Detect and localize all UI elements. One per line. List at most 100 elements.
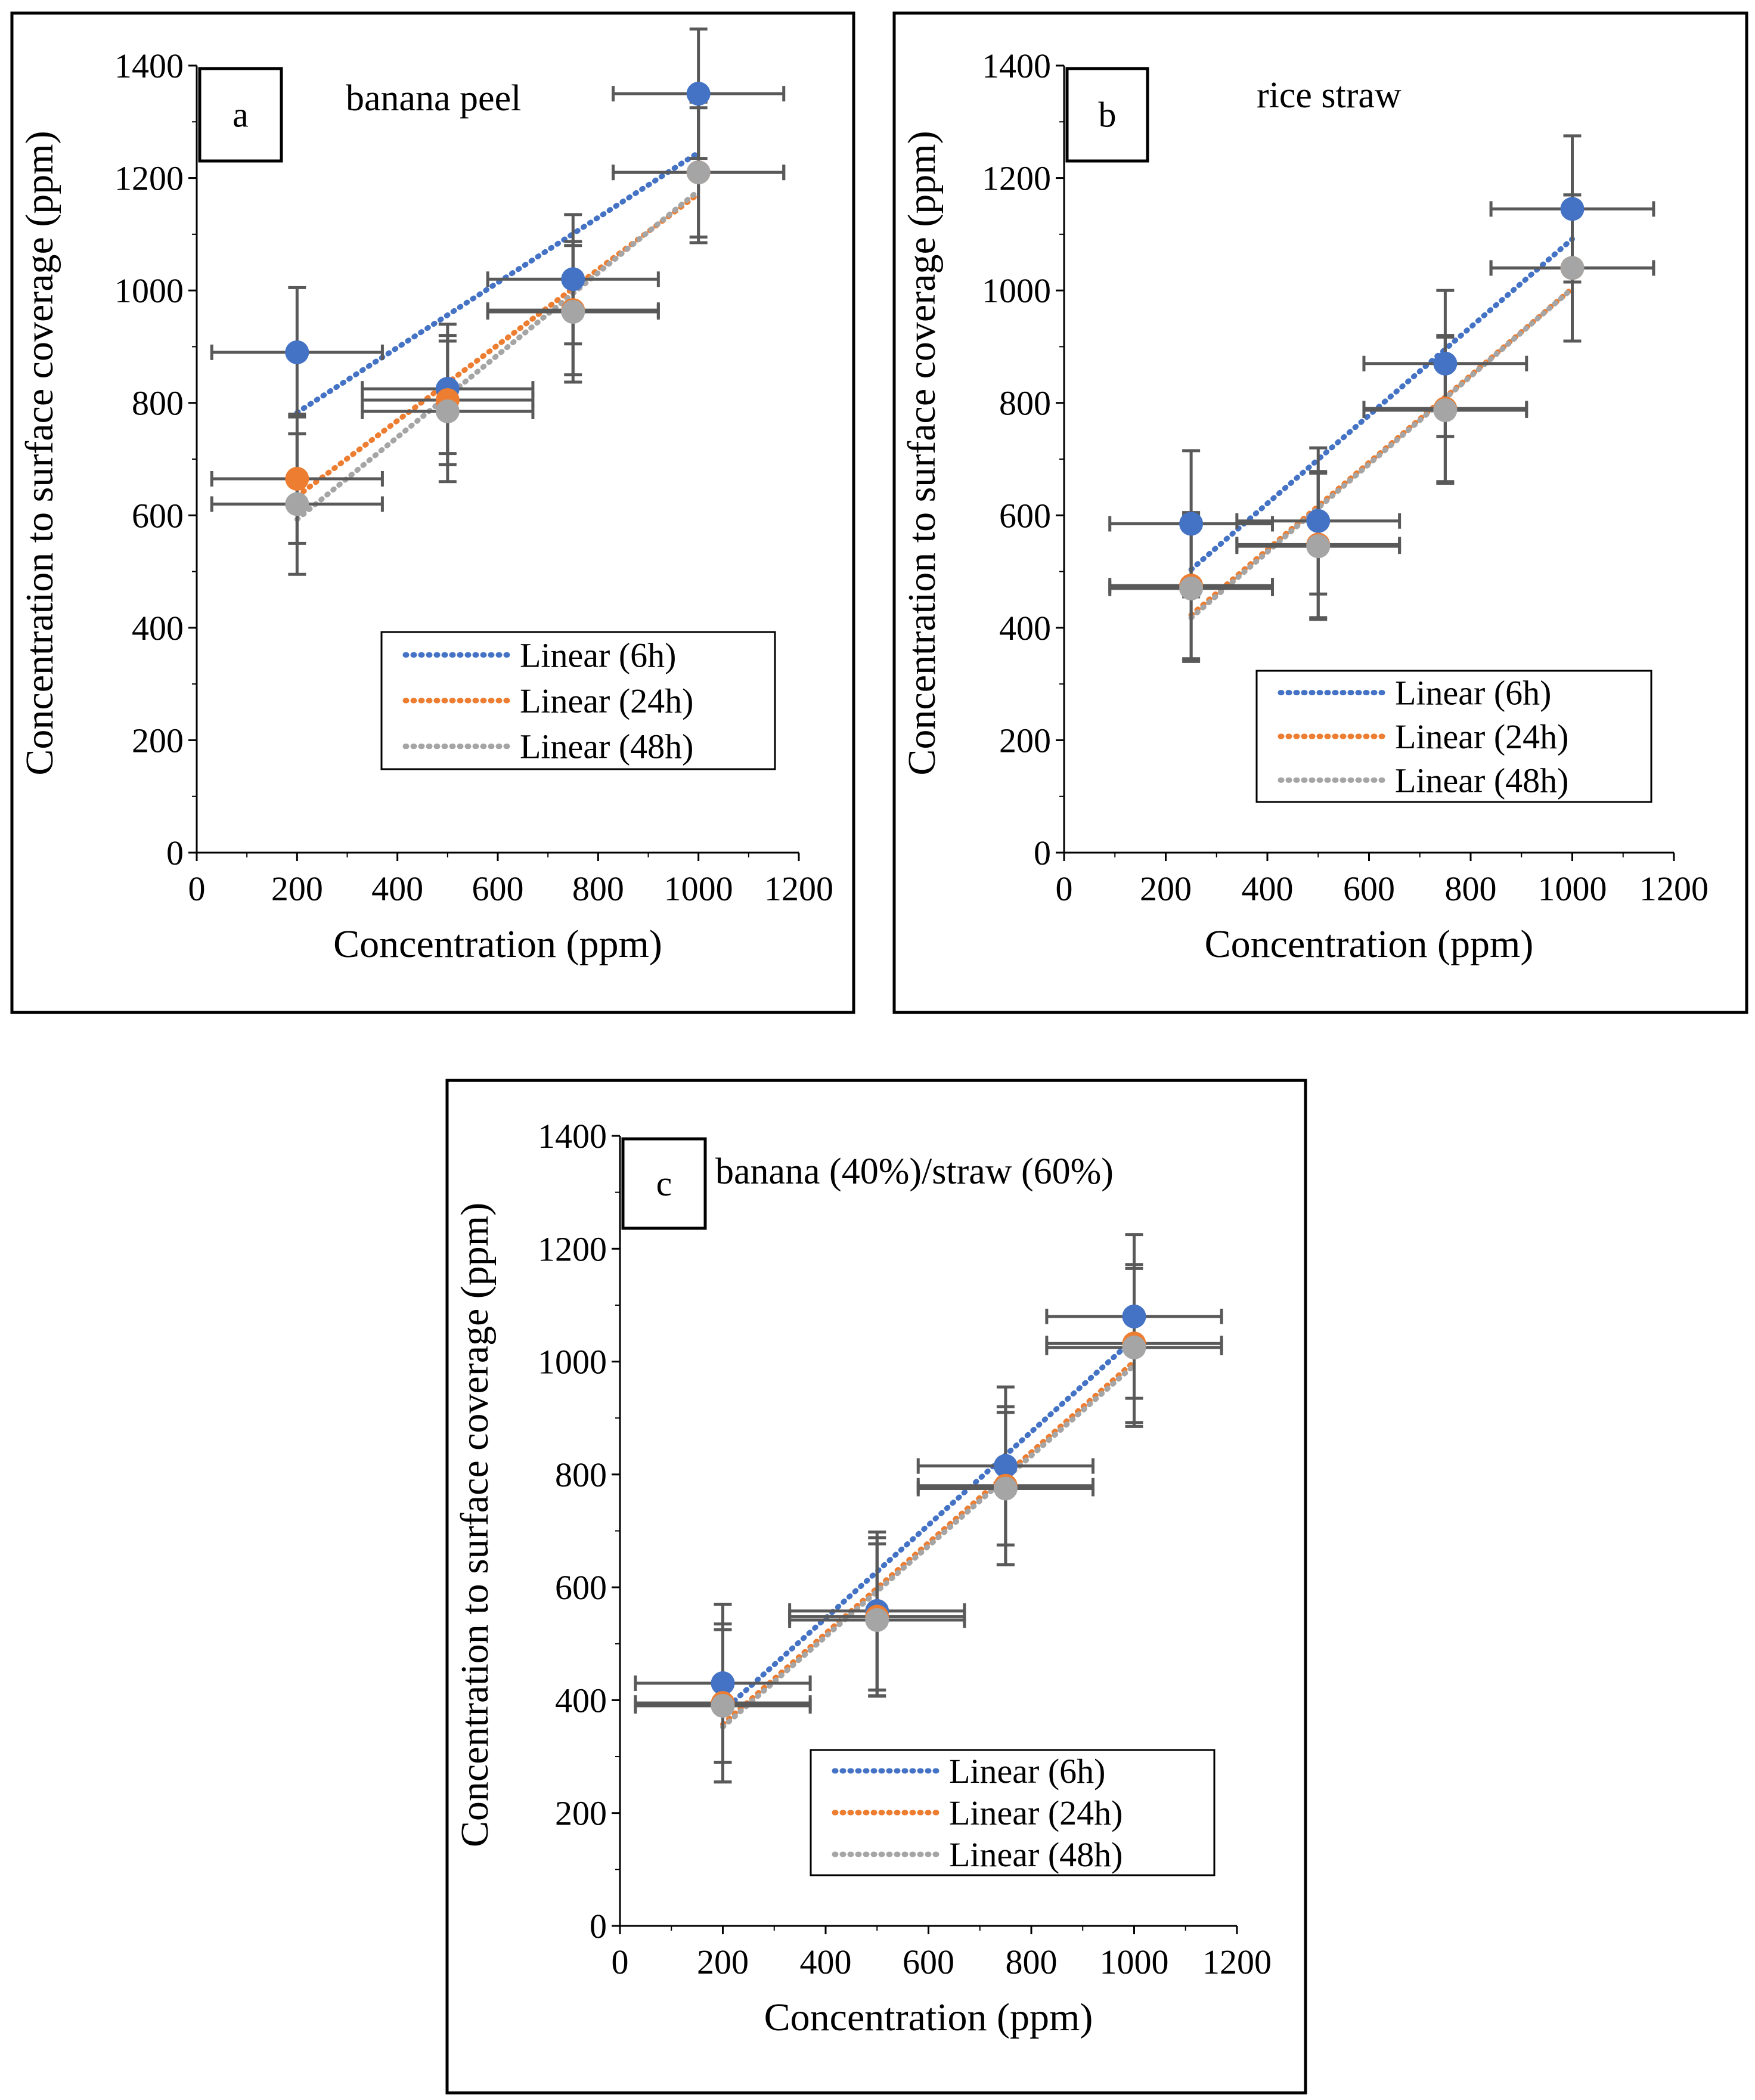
legend-label-48h: Linear (48h) <box>949 1835 1123 1874</box>
x-tick-label: 1200 <box>764 869 833 908</box>
y-tick-label: 600 <box>999 496 1051 535</box>
x-tick-label: 400 <box>371 869 423 908</box>
y-tick-label: 600 <box>132 496 184 535</box>
data-point-6h <box>1433 351 1458 376</box>
panel-label: c <box>656 1164 672 1203</box>
legend-box <box>810 1749 1216 1876</box>
x-tick-label: 1200 <box>1202 1943 1272 1981</box>
data-point-6h <box>1122 1304 1146 1328</box>
chart-panel-a: 0 200 400 600 800 1000 1200 1400 0 200 400 600 800 10… <box>10 11 855 1014</box>
panel-label-box <box>1065 67 1149 163</box>
x-tick-label: 800 <box>1445 869 1497 908</box>
data-point-6h <box>285 340 309 364</box>
legend-label-24h: Linear (24h) <box>520 682 693 720</box>
data-point-48h <box>1122 1335 1146 1359</box>
y-tick-label: 0 <box>166 834 184 872</box>
trendline-48h <box>294 188 702 522</box>
y-tick-label: 0 <box>1034 834 1051 872</box>
x-tick-label: 200 <box>697 1943 749 1981</box>
panel-frame <box>10 11 855 1014</box>
data-point-48h <box>561 299 585 324</box>
legend: Linear (6h) Linear (24h) Linear (48h) <box>380 631 776 770</box>
y-tick-label: 1000 <box>982 271 1051 310</box>
x-tick-label: 0 <box>1056 869 1073 908</box>
legend-label-24h: Linear (24h) <box>1395 717 1568 756</box>
y-tick-label: 400 <box>555 1681 607 1720</box>
y-tick-label: 1400 <box>538 1117 607 1156</box>
x-tick-label: 600 <box>903 1943 954 1981</box>
chart-title: banana (40%)/straw (60%) <box>715 1151 1114 1192</box>
data-point-6h <box>1306 509 1331 533</box>
x-axis-title: Concentration (ppm) <box>764 1996 1093 2039</box>
y-tick-label: 600 <box>555 1568 607 1607</box>
y-tick-label: 1200 <box>538 1229 607 1268</box>
x-tick-label: 200 <box>1140 869 1192 908</box>
trendline-48h <box>1188 286 1575 621</box>
y-tick-label: 200 <box>132 721 184 760</box>
data-point-6h <box>561 267 585 292</box>
y-tick-label: 1200 <box>114 159 184 198</box>
data-point-48h <box>711 1693 735 1718</box>
data-point-48h <box>1433 398 1458 422</box>
trendline-6h <box>294 150 702 416</box>
x-tick-label: 0 <box>612 1943 629 1981</box>
y-tick-label: 1400 <box>114 47 184 85</box>
y-tick-label: 800 <box>132 384 184 423</box>
data-point-24h <box>285 467 309 491</box>
x-tick-label: 200 <box>271 869 323 908</box>
trendline-6h <box>720 1336 1137 1714</box>
y-tick-label: 800 <box>999 384 1051 423</box>
panel-label-box <box>621 1137 707 1230</box>
data-point-48h <box>285 492 309 516</box>
x-tick-label: 600 <box>1343 869 1395 908</box>
x-axis-title: Concentration (ppm) <box>333 922 662 966</box>
chart-title: banana peel <box>346 78 521 119</box>
legend-label-48h: Linear (48h) <box>520 727 693 766</box>
x-tick-label: 1000 <box>1538 869 1607 908</box>
x-tick-label: 1000 <box>664 869 733 908</box>
x-tick-label: 400 <box>800 1943 852 1981</box>
data-point-6h <box>1560 197 1585 221</box>
y-tick-label: 200 <box>999 721 1051 760</box>
y-tick-label: 1000 <box>114 271 184 310</box>
y-tick-label: 200 <box>555 1794 607 1833</box>
x-axis-title: Concentration (ppm) <box>1205 922 1534 966</box>
legend-label-6h: Linear (6h) <box>1395 674 1551 713</box>
legend-label-24h: Linear (24h) <box>949 1794 1123 1832</box>
chart-panel-b: 0 200 400 600 800 1000 1200 1400 0 200 400 600 800 10… <box>892 11 1748 1014</box>
legend-label-6h: Linear (6h) <box>949 1752 1105 1791</box>
x-tick-label: 0 <box>188 869 206 908</box>
data-point-6h <box>993 1454 1018 1478</box>
data-point-48h <box>686 160 711 185</box>
y-axis-title: Concentration to surface coverage (ppm) <box>18 131 61 775</box>
data-point-48h <box>1560 256 1585 280</box>
y-tick-label: 1000 <box>538 1343 607 1382</box>
y-tick-label: 1200 <box>982 159 1051 198</box>
y-axis-title: Concentration to surface coverage (ppm) <box>900 131 944 775</box>
trendline-48h <box>720 1362 1137 1730</box>
x-tick-label: 1000 <box>1100 1943 1169 1981</box>
y-tick-label: 400 <box>999 609 1051 648</box>
trendline-6h <box>1188 236 1575 572</box>
legend-label-6h: Linear (6h) <box>520 636 676 674</box>
x-tick-label: 800 <box>572 869 624 908</box>
data-point-6h <box>1179 512 1204 536</box>
data-point-48h <box>993 1476 1018 1501</box>
x-tick-label: 400 <box>1242 869 1294 908</box>
x-tick-label: 600 <box>472 869 524 908</box>
y-tick-label: 400 <box>132 609 184 648</box>
data-point-48h <box>1179 576 1204 600</box>
panel-label: a <box>232 95 249 135</box>
chart-panel-c: 0 200 400 600 800 1000 1200 1400 0 200 400 600 800 10… <box>445 1079 1307 2095</box>
y-tick-label: 1400 <box>982 47 1051 85</box>
data-point-48h <box>865 1608 889 1633</box>
panel-label: b <box>1099 95 1117 135</box>
y-tick-label: 800 <box>555 1455 607 1494</box>
data-point-6h <box>711 1671 735 1696</box>
data-point-48h <box>1306 534 1331 559</box>
y-tick-label: 0 <box>590 1907 607 1946</box>
legend: Linear (6h) Linear (24h) Linear (48h) <box>1255 670 1652 803</box>
chart-title: rice straw <box>1257 75 1401 116</box>
y-axis-title: Concentration to surface coverage (ppm) <box>453 1203 497 1847</box>
